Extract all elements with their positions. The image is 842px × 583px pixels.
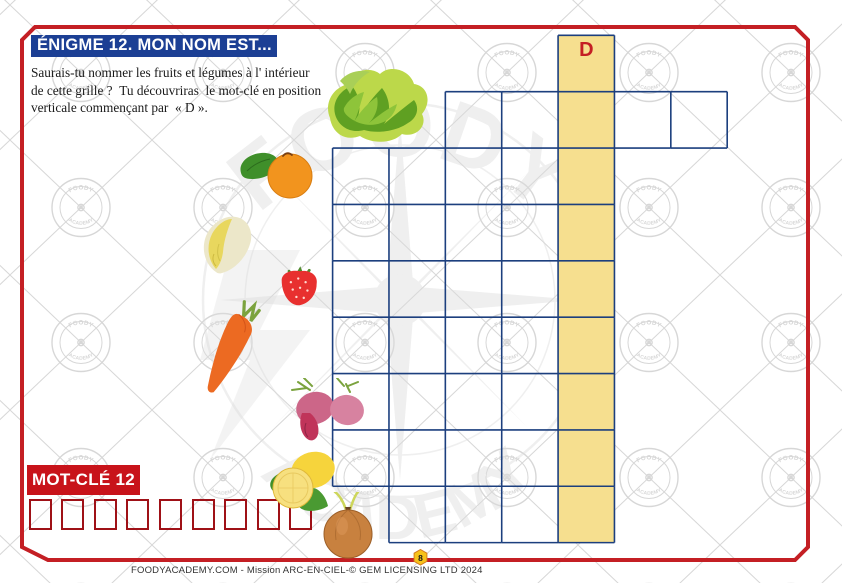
svg-text:8: 8: [418, 553, 423, 563]
